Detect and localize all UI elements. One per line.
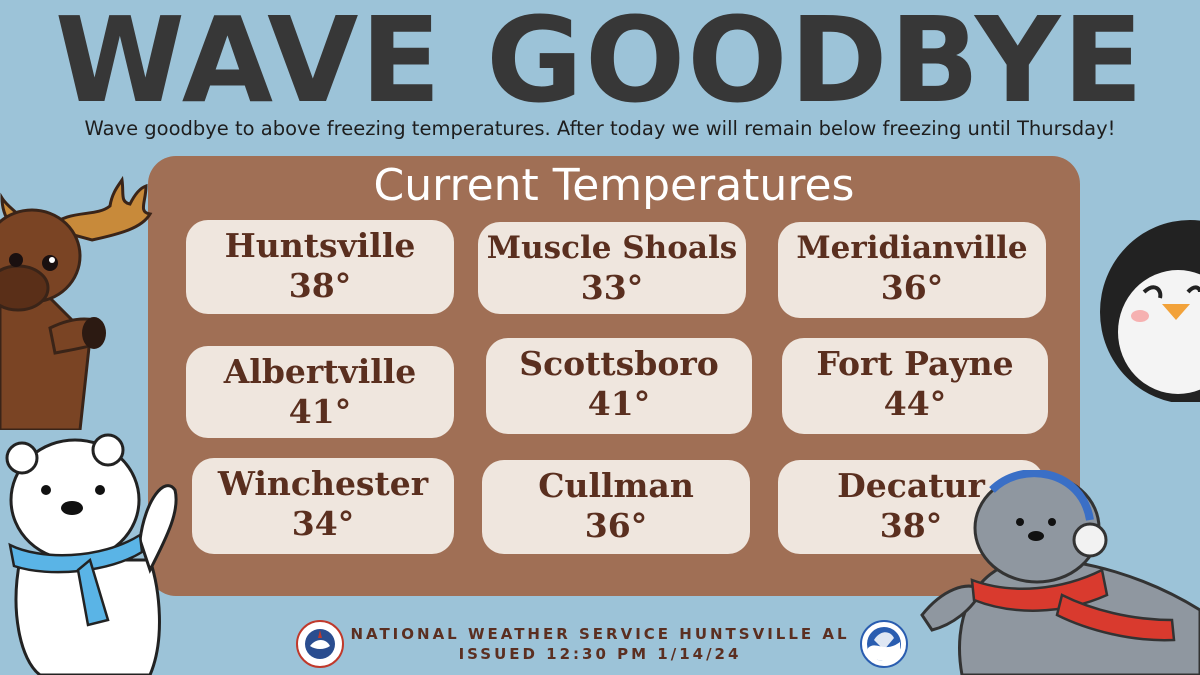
city-temp: 36° [880, 268, 944, 307]
city-card-meridianville: Meridianville 36° [778, 222, 1046, 318]
seal-illustration [920, 470, 1200, 675]
penguin-illustration [1100, 220, 1200, 402]
city-temp: 38° [879, 506, 943, 545]
city-temp: 41° [587, 384, 651, 423]
city-temp: 34° [291, 504, 355, 543]
city-name: Albertville [223, 352, 417, 391]
city-name: Scottsboro [519, 344, 719, 383]
city-card-winchester: Winchester 34° [192, 458, 454, 554]
city-temp: 33° [580, 268, 644, 307]
city-name: Fort Payne [816, 344, 1014, 383]
nws-logo-icon [296, 620, 344, 668]
footer: NATIONAL WEATHER SERVICE HUNTSVILLE AL I… [340, 624, 860, 664]
page-title: WAVE GOODBYE [54, 0, 1146, 129]
city-card-scottsboro: Scottsboro 41° [486, 338, 752, 434]
city-card-muscle-shoals: Muscle Shoals 33° [478, 222, 746, 314]
panel-title: Current Temperatures [373, 160, 855, 211]
city-card-huntsville: Huntsville 38° [186, 220, 454, 314]
city-temp: 36° [584, 506, 648, 545]
city-name: Huntsville [224, 226, 416, 265]
footer-issued: ISSUED 12:30 PM 1/14/24 [458, 645, 742, 663]
city-card-fort-payne: Fort Payne 44° [782, 338, 1048, 434]
city-card-albertville: Albertville 41° [186, 346, 454, 438]
city-name: Cullman [538, 466, 694, 505]
noaa-logo-icon [860, 620, 908, 668]
city-name: Decatur [837, 466, 985, 505]
city-temp: 41° [288, 392, 352, 431]
moose-illustration [0, 175, 153, 430]
polar-bear-illustration [5, 433, 178, 675]
city-name: Meridianville [796, 230, 1028, 266]
page-subtitle: Wave goodbye to above freezing temperatu… [84, 117, 1116, 140]
city-name: Muscle Shoals [486, 230, 738, 266]
city-card-cullman: Cullman 36° [482, 460, 750, 554]
city-temp: 38° [288, 266, 352, 305]
footer-office: NATIONAL WEATHER SERVICE HUNTSVILLE AL [350, 625, 850, 643]
city-name: Winchester [217, 464, 429, 503]
city-temp: 44° [883, 384, 947, 423]
